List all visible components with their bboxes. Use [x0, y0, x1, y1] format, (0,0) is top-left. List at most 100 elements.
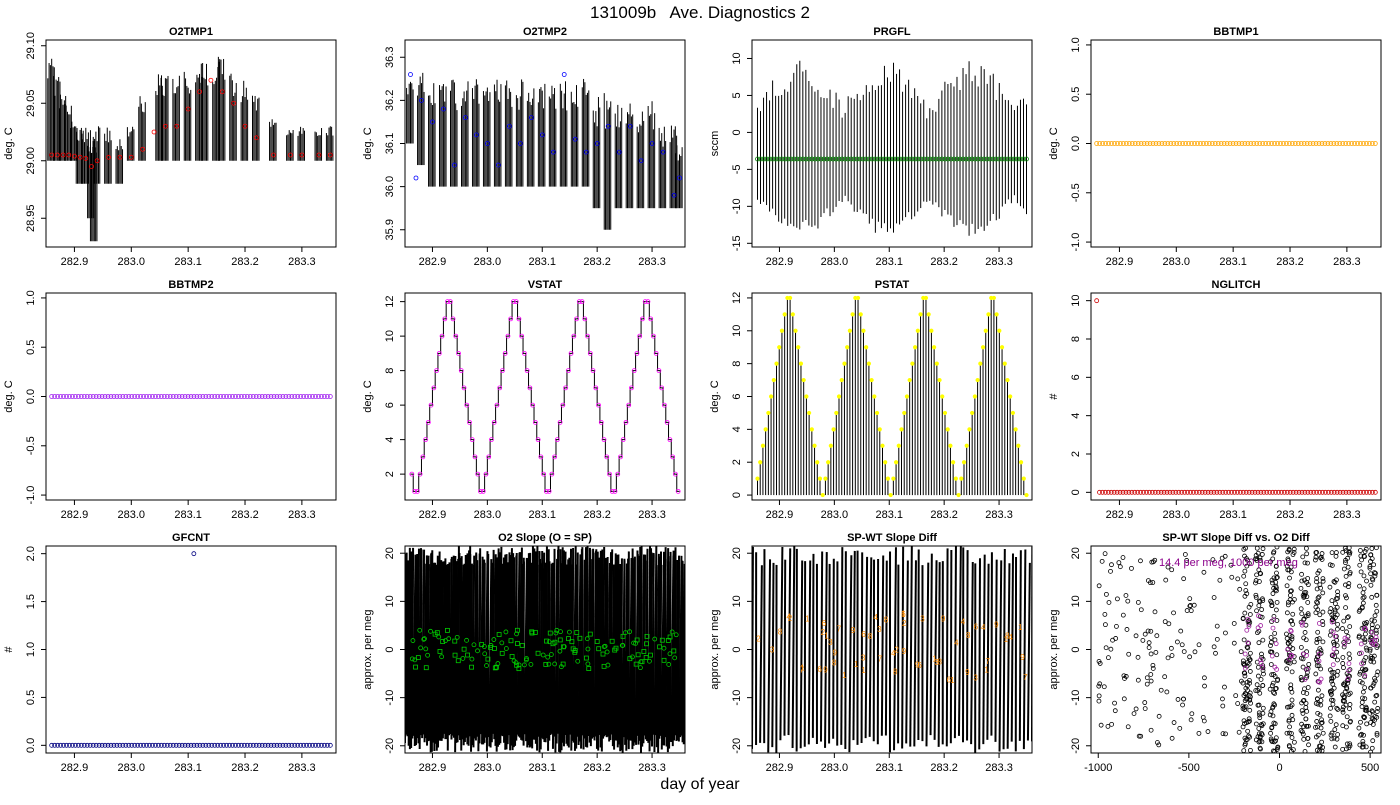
data-point-digit: 7: [837, 625, 842, 634]
data-point: [1126, 725, 1130, 729]
data-point: [1330, 551, 1334, 555]
data-point: [1113, 709, 1117, 713]
data-point: [1268, 687, 1272, 691]
data-point: [835, 411, 838, 414]
data-point: [840, 378, 843, 381]
data-point: [1301, 711, 1305, 715]
y-tick-label: 1.5: [25, 594, 37, 609]
data-point: [1181, 697, 1185, 701]
y-tick-label: 8: [384, 368, 396, 374]
x-tick-label: 283.1: [875, 256, 903, 268]
data-point-digit: 3: [973, 674, 978, 683]
x-tick-label: 283.3: [638, 509, 666, 521]
y-tick-label: -0.5: [25, 436, 37, 455]
data-point: [1134, 707, 1138, 711]
data-point: [1110, 722, 1114, 726]
data-point: [1172, 721, 1176, 725]
plot-area-bbtmp1: [1095, 142, 1378, 146]
data-point: [1373, 614, 1377, 618]
data-point: [1344, 574, 1348, 578]
data-point: [1149, 629, 1153, 633]
x-tick-label: -500: [1178, 762, 1200, 774]
data-point: [843, 362, 846, 365]
data-point: [1317, 621, 1321, 625]
y-tick-label: 1.0: [25, 290, 37, 305]
data-point: [1319, 699, 1323, 703]
panel-title: BBTMP1: [1213, 26, 1258, 38]
data-point: [783, 313, 786, 316]
x-tick-label: 283.2: [231, 509, 259, 521]
data-point: [1348, 656, 1352, 660]
data-point: [1288, 725, 1292, 729]
data-point: [1291, 622, 1295, 626]
data-point: [1165, 690, 1169, 694]
x-tick-label: 283.1: [174, 509, 202, 521]
data-point: [775, 362, 778, 365]
y-axis-label: deg. C: [1048, 127, 1060, 159]
panel-title: O2TMP2: [523, 26, 567, 38]
data-point: [1342, 567, 1346, 571]
data-point: [1149, 728, 1153, 732]
y-tick-label: 10: [384, 330, 396, 342]
data-point: [1370, 595, 1374, 599]
data-point: [1370, 746, 1374, 750]
data-point: [1149, 652, 1153, 656]
y-tick-label: 8: [731, 361, 743, 367]
data-band-line: [825, 552, 827, 748]
data-point: [1164, 578, 1168, 582]
data-point: [1306, 600, 1310, 604]
data-point: [1221, 704, 1225, 708]
y-tick-label: 0: [1070, 646, 1082, 652]
data-band-line: [983, 555, 984, 744]
y-axis-label: deg. C: [362, 380, 374, 412]
y-tick-label: 0.5: [1070, 87, 1082, 102]
data-point: [1218, 578, 1222, 582]
data-point: [1261, 706, 1265, 710]
data-point: [1260, 608, 1264, 612]
data-band-line: [862, 552, 863, 743]
data-point: [1373, 676, 1377, 680]
data-point: [1243, 611, 1247, 615]
data-point: [1336, 707, 1340, 711]
data-point: [1255, 683, 1259, 687]
data-point-digit: 3: [877, 625, 882, 634]
x-tick-label: 283.2: [1276, 509, 1304, 521]
data-point: [1364, 655, 1368, 659]
data-point: [1232, 621, 1236, 625]
data-point: [968, 428, 971, 431]
data-point: [829, 444, 832, 447]
data-point: [1202, 570, 1206, 574]
data-point: [1256, 665, 1260, 669]
data-point: [1321, 640, 1325, 644]
data-point: [1236, 702, 1240, 706]
data-point: [832, 428, 835, 431]
data-point-digit: 6: [974, 622, 979, 631]
data-point: [897, 444, 900, 447]
y-axis-label: deg. C: [709, 380, 721, 412]
data-point: [1236, 577, 1240, 581]
data-point: [919, 313, 922, 316]
data-point: [791, 313, 794, 316]
data-point: [1336, 733, 1340, 737]
data-point: [1172, 611, 1176, 615]
data-point: [1328, 585, 1332, 589]
data-point: [1203, 684, 1207, 688]
data-point: [1328, 714, 1332, 718]
data-point: [1118, 565, 1122, 569]
data-point: [1360, 700, 1364, 704]
data-point: [1316, 630, 1320, 634]
data-point: [1303, 630, 1307, 634]
data-point: [1365, 722, 1369, 726]
data-point: [1149, 672, 1153, 676]
data-point: [562, 73, 566, 77]
data-point: [1348, 702, 1352, 706]
data-point-digit: 3: [861, 653, 866, 662]
annotation: 14.4 per meg, 1000 per meg: [1159, 557, 1298, 569]
panel-title: PSTAT: [875, 279, 910, 291]
plot-frame: [1091, 546, 1381, 753]
plot-area-prgfl: [755, 61, 1028, 236]
data-point: [1254, 581, 1258, 585]
data-point: [1290, 713, 1294, 717]
